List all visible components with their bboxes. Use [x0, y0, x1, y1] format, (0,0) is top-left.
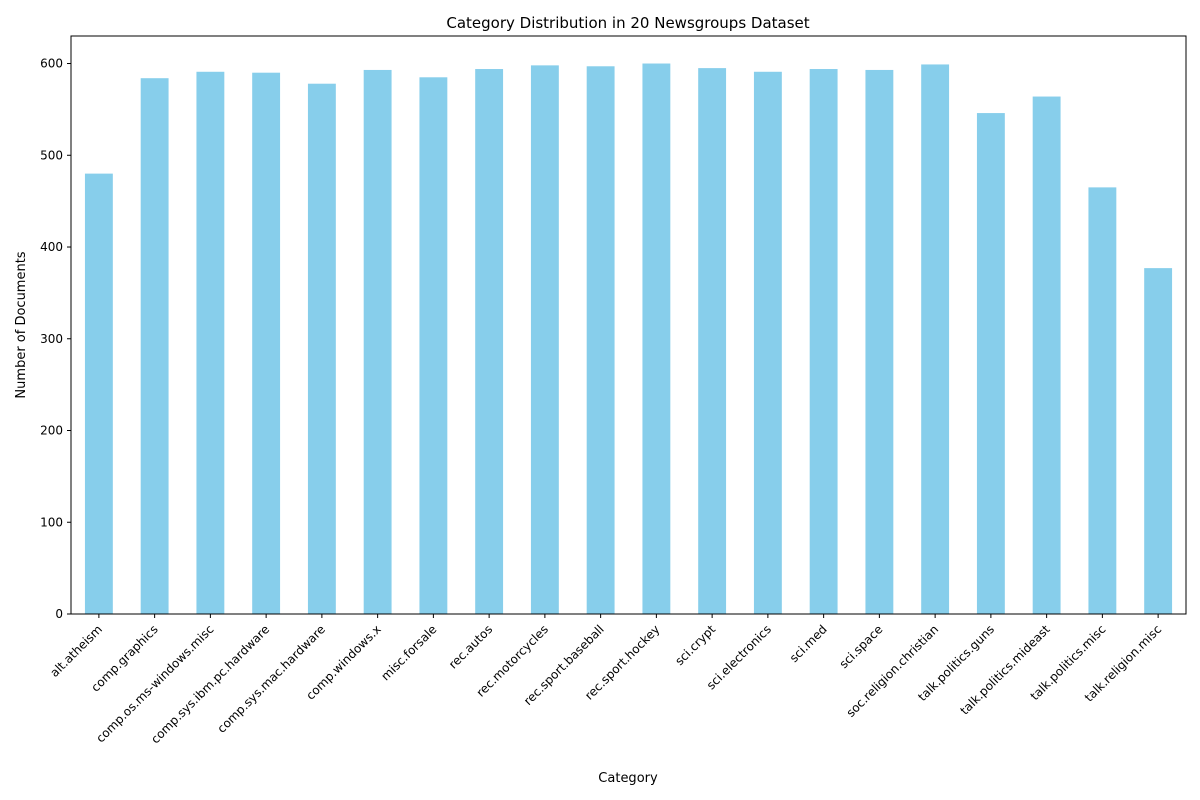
x-tick-label: misc.forsale — [378, 622, 439, 683]
bar-comp-sys-mac-hardware — [307, 83, 336, 614]
y-tick-label: 500 — [40, 148, 63, 162]
x-axis-label: Category — [598, 771, 658, 786]
bar-comp-os-ms-windows-misc — [196, 71, 225, 614]
x-tick-label: comp.sys.mac.hardware — [215, 622, 328, 735]
bar-talk-politics-misc — [1088, 187, 1117, 614]
y-axis-label: Number of Documents — [14, 251, 29, 398]
chart-title: Category Distribution in 20 Newsgroups D… — [446, 14, 809, 32]
x-tick-label: alt.atheism — [47, 622, 105, 680]
bar-sci-electronics — [753, 71, 782, 614]
x-axis-ticks: alt.atheismcomp.graphicscomp.os.ms-windo… — [47, 614, 1164, 746]
y-tick-label: 200 — [40, 424, 63, 438]
x-tick-label: soc.religion.christian — [844, 622, 942, 720]
bar-talk-politics-mideast — [1032, 96, 1061, 615]
bar-sci-space — [865, 69, 894, 614]
y-tick-label: 100 — [40, 515, 63, 529]
bar-comp-windows-x — [363, 69, 392, 614]
x-tick-label: sci.crypt — [672, 622, 718, 668]
bar-rec-motorcycles — [530, 65, 559, 615]
bar-talk-religion-misc — [1144, 268, 1173, 614]
bar-sci-crypt — [698, 68, 727, 615]
bars-layer — [84, 63, 1173, 615]
x-tick-label: comp.os.ms-windows.misc — [93, 622, 216, 745]
plot-frame — [70, 35, 1187, 615]
y-axis-ticks: 0 100 200 300 400 500 600 — [40, 57, 71, 621]
y-tick-label: 0 — [55, 607, 63, 621]
bar-rec-sport-baseball — [586, 66, 615, 614]
bar-comp-sys-ibm-pc-hardware — [252, 72, 281, 614]
x-tick-label: rec.autos — [446, 622, 495, 671]
y-tick-label: 400 — [40, 240, 63, 254]
bar-soc-religion-christian — [921, 64, 950, 614]
bar-talk-politics-guns — [976, 113, 1005, 614]
bar-rec-sport-hockey — [642, 63, 671, 614]
bar-rec-autos — [475, 69, 504, 614]
y-tick-label: 600 — [40, 57, 63, 71]
bar-alt-atheism — [84, 173, 113, 614]
x-tick-label: sci.space — [837, 622, 886, 671]
y-tick-label: 300 — [40, 332, 63, 346]
x-tick-label: sci.med — [787, 622, 830, 665]
bar-misc-forsale — [419, 77, 448, 615]
bar-sci-med — [809, 69, 838, 614]
bar-comp-graphics — [140, 78, 169, 614]
x-tick-label: comp.sys.ibm.pc.hardware — [148, 622, 272, 746]
